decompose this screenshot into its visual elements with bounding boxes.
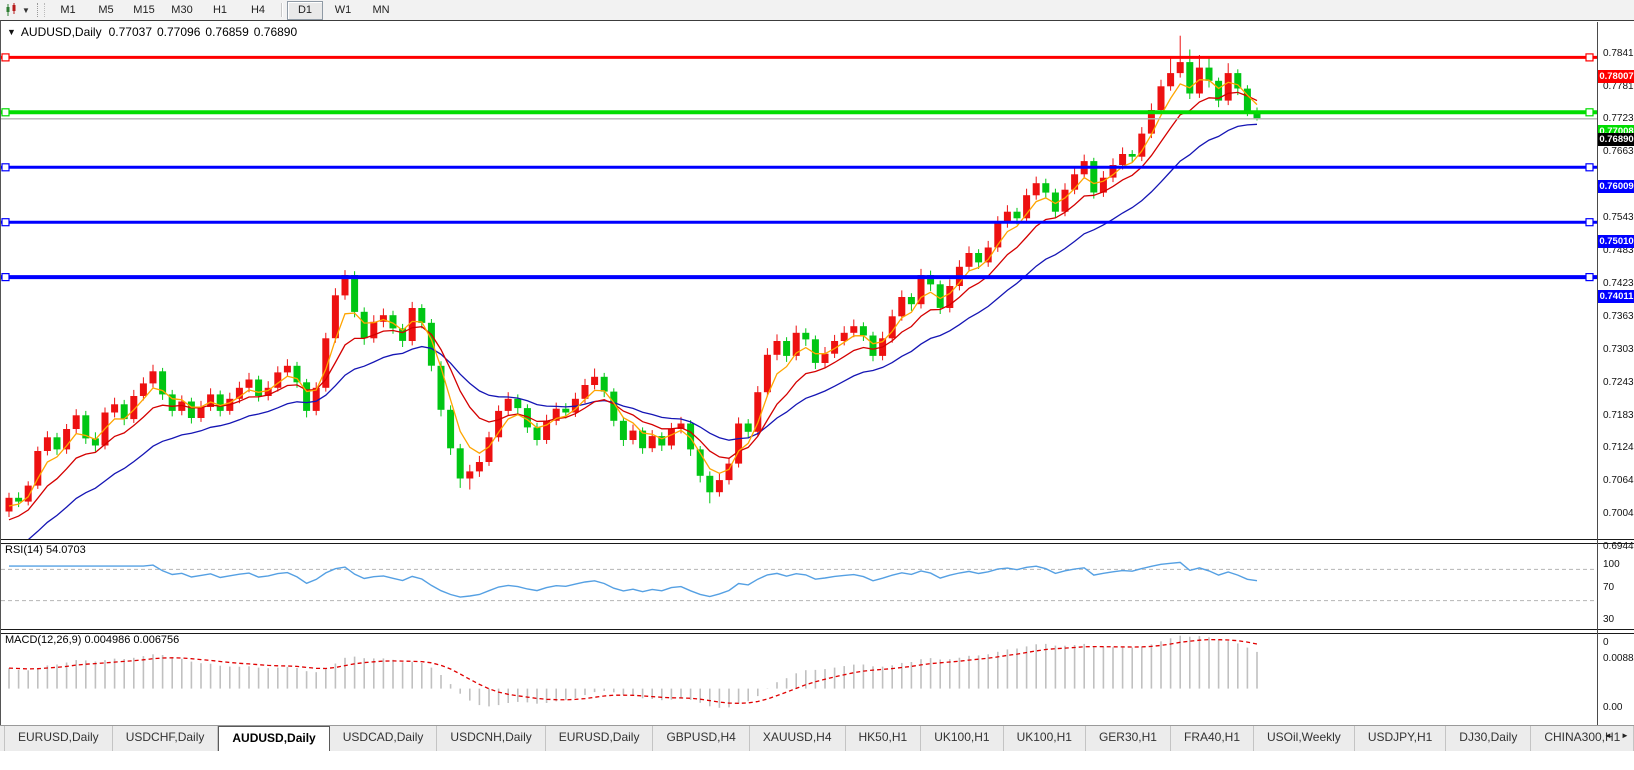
macd-panel-canvas[interactable]: [1, 632, 1597, 726]
timeframe-button-m1[interactable]: M1: [60, 3, 76, 16]
price-line-badge: 0.75010: [1598, 235, 1634, 249]
candlestick-icon: [6, 3, 16, 16]
chart-tab-uk100-h1[interactable]: UK100,H1: [921, 726, 1004, 751]
price-chart-canvas[interactable]: [1, 22, 1597, 539]
panel-splitter-rsi[interactable]: [1, 539, 1634, 544]
rsi-tick: 0: [1603, 637, 1609, 648]
chart-ohlc-header: ▼ AUDUSD,Daily 0.77037 0.77096 0.76859 0…: [7, 25, 297, 39]
chart-tab-bar: EURUSD,Daily USDCHF,Daily AUDUSD,Daily USDC…: [0, 725, 1634, 751]
timeframe-toolbar: ▼ M1 M5 M15 M30 H1 H4 D1 W1 MN: [0, 0, 1634, 21]
chart-tab-usoil-weekly[interactable]: USOil,Weekly: [1254, 726, 1355, 751]
rsi-label: RSI(14) 54.0703: [5, 544, 86, 556]
price-tick: 0.78415: [1603, 47, 1634, 59]
price-tick: 0.71245: [1603, 442, 1634, 454]
price-tick: 0.77815: [1603, 80, 1634, 92]
macd-tick: 0.00884: [1603, 652, 1634, 664]
chart-type-dropdown-caret-icon[interactable]: ▼: [22, 5, 30, 15]
timeframe-buttons: M1 M5 M15 M30 H1 H4 D1 W1 MN: [49, 0, 400, 20]
close-value: 0.76890: [253, 25, 298, 39]
macd-tick: 0.00: [1603, 701, 1623, 713]
chart-symbol-label: AUDUSD,Daily: [20, 25, 102, 39]
chart-tab-fra40-h1[interactable]: FRA40,H1: [1171, 726, 1255, 751]
chart-tab-gbpusd-h4[interactable]: GBPUSD,H4: [653, 726, 750, 751]
candles: [1, 35, 1597, 539]
price-line-badge: 0.74011: [1598, 290, 1634, 304]
timeframe-button-m5[interactable]: M5: [98, 3, 114, 16]
tab-scroll-controls: ◄ ►: [1601, 727, 1632, 745]
price-axis-line: [1597, 22, 1598, 727]
tab-scroll-right-icon[interactable]: ►: [1621, 731, 1629, 740]
chart-tab-audusd-daily[interactable]: AUDUSD,Daily: [218, 726, 330, 751]
chart-tab-usdcad-daily[interactable]: USDCAD,Daily: [330, 726, 438, 751]
open-value: 0.77037: [108, 25, 152, 39]
chart-tab-eurusd-daily[interactable]: EURUSD,Daily: [546, 726, 654, 751]
price-tick: 0.69445: [1603, 541, 1634, 553]
rsi-tick: 30: [1603, 613, 1615, 625]
chart-tab-xauusd-h4[interactable]: XAUUSD,H4: [750, 726, 846, 751]
macd-label: MACD(12,26,9) 0.004986 0.006756: [5, 634, 180, 646]
panel-splitter-macd[interactable]: [1, 629, 1634, 634]
price-tick: 0.70045: [1603, 508, 1634, 520]
timeframe-button-mn[interactable]: MN: [372, 3, 390, 16]
chart-tab-usdchf-daily[interactable]: USDCHF,Daily: [113, 726, 219, 751]
timeframe-button-d1[interactable]: D1: [287, 0, 323, 20]
rsi-tick: 70: [1603, 582, 1615, 594]
chart-tab-usdcnh-daily[interactable]: USDCNH,Daily: [437, 726, 546, 751]
toolbar-separator: [281, 3, 282, 17]
timeframe-button-m30[interactable]: M30: [171, 3, 193, 16]
price-tick: 0.70645: [1603, 475, 1634, 487]
timeframe-button-h1[interactable]: H1: [212, 3, 228, 16]
chart-tab-eurusd-daily[interactable]: EURUSD,Daily: [4, 726, 113, 751]
low-value: 0.76859: [205, 25, 249, 39]
high-value: 0.77096: [157, 25, 201, 39]
chart-tab-ger30-h1[interactable]: GER30,H1: [1086, 726, 1171, 751]
chart-window: ▼ AUDUSD,Daily 0.77037 0.77096 0.76859 0…: [0, 20, 1634, 747]
tab-scroll-left-icon[interactable]: ◄: [1604, 731, 1612, 740]
timeframe-button-m15[interactable]: M15: [133, 3, 155, 16]
chart-tab-dj30-daily[interactable]: DJ30,Daily: [1446, 726, 1532, 751]
chart-tab-usdjpy-h1[interactable]: USDJPY,H1: [1355, 726, 1447, 751]
chart-tab-hk50-h1[interactable]: HK50,H1: [846, 726, 922, 751]
rsi-tick: 100: [1603, 559, 1620, 570]
price-line-badge: 0.76009: [1598, 180, 1634, 194]
timeframe-button-h4[interactable]: H4: [250, 3, 266, 16]
rsi-panel-canvas[interactable]: [1, 542, 1597, 629]
timeframe-button-w1[interactable]: W1: [334, 3, 352, 16]
one-click-trading-collapse-icon[interactable]: ▼: [7, 27, 16, 37]
current-price-badge: 0.76890: [1598, 132, 1634, 146]
toolbar-drag-handle[interactable]: [37, 3, 45, 17]
chart-tab-uk100-h1[interactable]: UK100,H1: [1004, 726, 1086, 751]
price-line-badge: 0.78007: [1598, 70, 1634, 84]
chart-type-icon[interactable]: [3, 2, 21, 18]
